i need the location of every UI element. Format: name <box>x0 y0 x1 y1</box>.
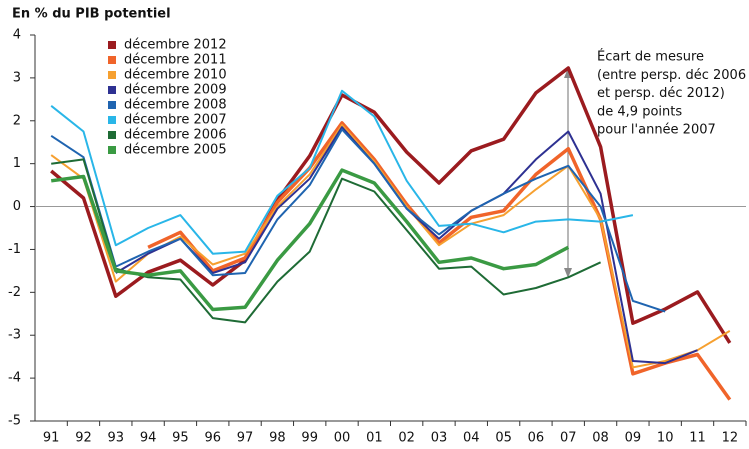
series-line <box>50 128 666 313</box>
annotation: (entre persp. déc 2006 <box>597 68 746 83</box>
y-tick-label: 3 <box>13 70 21 85</box>
x-tick-label: 96 <box>204 431 221 446</box>
x-tick-label: 94 <box>140 431 157 446</box>
x-tick-label: 09 <box>625 431 642 446</box>
x-tick-label: 99 <box>301 431 318 446</box>
chart-title: En % du PIB potentiel <box>12 7 171 22</box>
y-tick-label: 1 <box>13 156 21 171</box>
legend-label: décembre 2010 <box>124 68 227 83</box>
annotation: de 4,9 points <box>597 104 682 119</box>
x-tick-label: 97 <box>237 431 254 446</box>
legend-label: décembre 2012 <box>124 38 227 53</box>
y-tick-label: 0 <box>13 199 21 214</box>
x-tick-label: 08 <box>592 431 609 446</box>
x-tick-label: 12 <box>722 431 739 446</box>
annotation: pour l'année 2007 <box>597 123 716 138</box>
series-line <box>115 126 698 365</box>
legend-label: décembre 2008 <box>124 98 227 113</box>
y-tick-label: -1 <box>8 242 21 257</box>
legend-swatch <box>108 41 116 49</box>
legend-swatch <box>108 131 116 139</box>
legend-swatch <box>108 56 116 64</box>
legend-swatch <box>108 86 116 94</box>
x-tick-label: 01 <box>366 431 383 446</box>
x-tick-label: 06 <box>528 431 545 446</box>
x-tick-label: 95 <box>172 431 189 446</box>
legend-swatch <box>108 101 116 109</box>
x-tick-label: 07 <box>560 431 577 446</box>
series-line <box>147 121 732 401</box>
y-tick-label: 4 <box>13 28 21 43</box>
x-tick-label: 05 <box>495 431 512 446</box>
y-tick-label: -2 <box>8 285 21 300</box>
x-tick-label: 03 <box>431 431 448 446</box>
series-line <box>51 158 602 324</box>
legend-label: décembre 2011 <box>124 53 227 68</box>
series-line <box>50 66 732 344</box>
legend-label: décembre 2005 <box>124 143 227 158</box>
y-tick-label: -5 <box>8 414 21 429</box>
legend-swatch <box>108 116 116 124</box>
legend-swatch <box>108 146 116 154</box>
y-tick-label: 2 <box>13 113 21 128</box>
y-tick-label: -3 <box>8 328 21 343</box>
x-tick-label: 11 <box>689 431 706 446</box>
legend-label: décembre 2006 <box>124 128 227 143</box>
x-tick-label: 92 <box>75 431 92 446</box>
y-tick-label: -4 <box>8 371 21 386</box>
x-tick-label: 04 <box>463 431 480 446</box>
series-line <box>50 168 570 312</box>
x-tick-label: 93 <box>108 431 125 446</box>
x-tick-label: 10 <box>657 431 674 446</box>
series-line <box>50 89 634 255</box>
annotation: et persp. déc 2012) <box>597 86 725 101</box>
legend-swatch <box>108 71 116 79</box>
x-tick-label: 00 <box>334 431 351 446</box>
x-tick-label: 91 <box>43 431 60 446</box>
annotation: Écart de mesure <box>597 49 704 65</box>
legend-label: décembre 2007 <box>124 113 227 128</box>
x-tick-label: 02 <box>398 431 415 446</box>
legend-label: décembre 2009 <box>124 83 227 98</box>
x-tick-label: 98 <box>269 431 286 446</box>
